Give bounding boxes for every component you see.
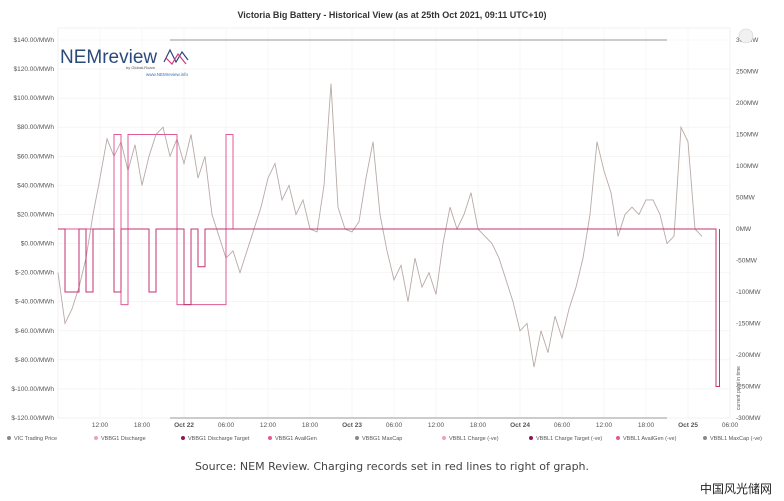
y-right-tick-label: 0MW — [736, 226, 752, 233]
x-tick-label: Oct 22 — [174, 422, 194, 429]
y-right-tick-label: -250MW — [736, 384, 761, 391]
logo-name: NEMreview — [60, 47, 157, 68]
y-left-tick-label: $120.00/MWh — [14, 66, 55, 73]
y-left-tick-label: $-80.00/MWh — [15, 357, 54, 364]
legend-item[interactable]: VBBL1 Charge (-ve) — [449, 436, 499, 442]
x-axis: 12:00 18:00 Oct 22 06:00 12:00 18:00 Oct 23 06:… — [92, 422, 739, 429]
y-right-tick-label: 150MW — [736, 132, 759, 139]
chart-canvas: Victoria Big Battery - Historical View (… — [7, 10, 762, 442]
legend-item[interactable]: VBBL1 AvailGen (-ve) — [623, 436, 677, 442]
logo-byline: by Global-Roam — [126, 65, 156, 70]
y-axis-left: $140.00/MWh $120.00/MWh $100.00/MWh $80.00/… — [11, 37, 54, 422]
x-tick-label: Oct 24 — [510, 422, 530, 429]
x-tick-label: 12:00 — [260, 422, 277, 429]
legend-item[interactable]: VIC Trading Price — [14, 436, 57, 442]
nemreview-logo: NEMreview by Global-Roam www.NEMreview.i… — [60, 47, 189, 77]
legend-marker — [7, 436, 11, 440]
y-left-tick-label: $-20.00/MWh — [15, 270, 54, 277]
y-right-tick-label: -200MW — [736, 352, 761, 359]
y-left-tick-label: $100.00/MWh — [14, 95, 55, 102]
y-left-tick-label: $0.00/MWh — [21, 241, 55, 248]
legend-item[interactable]: VBBG1 Discharge Target — [188, 436, 250, 442]
x-tick-label: 06:00 — [722, 422, 739, 429]
x-tick-label: 18:00 — [470, 422, 487, 429]
y-left-tick-label: $-120.00/MWh — [11, 415, 54, 422]
chart-title: Victoria Big Battery - Historical View (… — [237, 10, 546, 20]
legend-marker — [442, 436, 446, 440]
y-left-tick-label: $-60.00/MWh — [15, 328, 54, 335]
x-tick-label: 18:00 — [638, 422, 655, 429]
zoom-icon[interactable] — [738, 28, 754, 44]
x-tick-label: 12:00 — [92, 422, 109, 429]
x-tick-label: 06:00 — [554, 422, 571, 429]
logo-graph-icon — [163, 48, 189, 65]
y-right-tick-label: -50MW — [736, 258, 758, 265]
series-line — [57, 83, 703, 368]
x-tick-label: 12:00 — [428, 422, 445, 429]
legend-marker — [181, 436, 185, 440]
x-tick-label: Oct 23 — [342, 422, 362, 429]
y-left-tick-label: $20.00/MWh — [17, 211, 54, 218]
current-time-note: current point in time — [736, 366, 742, 410]
x-tick-label: Oct 25 — [678, 422, 698, 429]
x-tick-label: 18:00 — [134, 422, 151, 429]
legend-marker — [529, 436, 533, 440]
legend-item[interactable]: VBBG1 Discharge — [101, 436, 146, 442]
y-right-tick-label: -100MW — [736, 289, 761, 296]
y-left-tick-label: $60.00/MWh — [17, 153, 54, 160]
legend: VIC Trading Price VBBG1 Discharge VBBG1 Di… — [7, 436, 762, 442]
y-right-tick-label: -300MW — [736, 415, 761, 422]
y-left-tick-label: $-40.00/MWh — [15, 299, 54, 306]
y-right-tick-label: 100MW — [736, 163, 759, 170]
y-left-tick-label: $40.00/MWh — [17, 182, 54, 189]
y-right-tick-label: 200MW — [736, 100, 759, 107]
zoom-control[interactable] — [738, 28, 754, 44]
legend-item[interactable]: VBBL1 Charge Target (-ve) — [536, 436, 602, 442]
y-left-tick-label: $-100.00/MWh — [11, 386, 54, 393]
series-line — [58, 134, 688, 306]
x-tick-label: 06:00 — [218, 422, 235, 429]
legend-item[interactable]: VBBG1 AvailGen — [275, 436, 317, 442]
watermark: 中国风光储网 — [699, 482, 772, 496]
legend-item[interactable]: VBBL1 MaxCap (-ve) — [710, 436, 762, 442]
y-right-tick-label: -150MW — [736, 321, 761, 328]
logo-url: www.NEMreview.info — [146, 72, 189, 77]
y-left-tick-label: $140.00/MWh — [14, 37, 55, 44]
x-tick-label: 12:00 — [596, 422, 613, 429]
y-right-tick-label: 250MW — [736, 69, 759, 76]
caption: Source: NEM Review. Charging records set… — [194, 460, 590, 473]
y-left-tick-label: $80.00/MWh — [17, 124, 54, 131]
legend-marker — [94, 436, 98, 440]
legend-marker — [268, 436, 272, 440]
legend-item[interactable]: VBBG1 MaxCap — [362, 436, 402, 442]
series-line — [58, 228, 720, 387]
x-tick-label: 18:00 — [302, 422, 319, 429]
series-layer — [57, 39, 720, 419]
legend-marker — [616, 436, 620, 440]
y-right-tick-label: 50MW — [736, 195, 756, 202]
legend-marker — [703, 436, 707, 440]
x-tick-label: 06:00 — [386, 422, 403, 429]
y-axis-right: 300MW250MW200MW150MW100MW50MW0MW-50MW-10… — [736, 37, 761, 422]
legend-marker — [355, 436, 359, 440]
